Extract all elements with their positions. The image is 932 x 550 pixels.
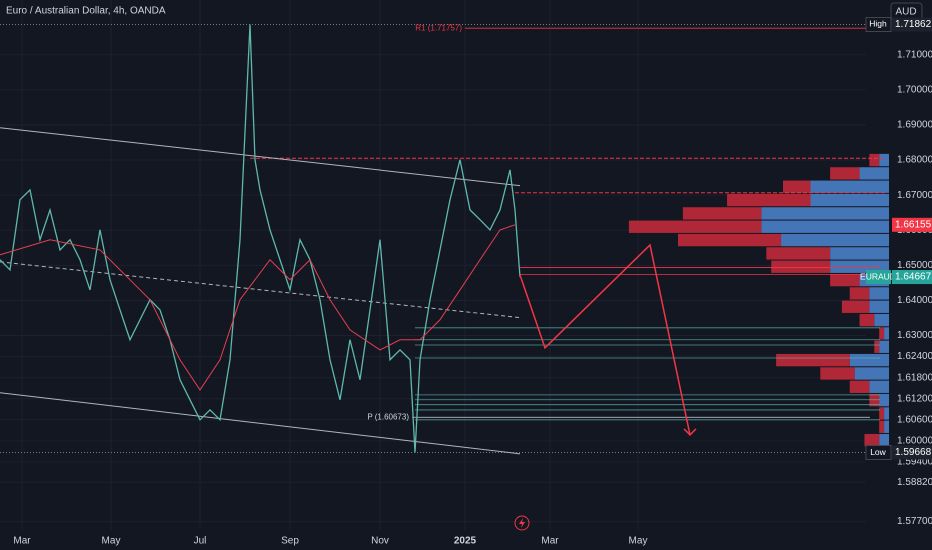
y-tick-label: 1.70000 (897, 84, 932, 95)
tag-name-box (865, 16, 892, 32)
x-tick-label: Nov (371, 536, 389, 547)
tag-value-box (892, 445, 932, 460)
y-tick-label: 1.64000 (897, 295, 932, 306)
profile-down-bar (727, 193, 811, 207)
profile-down-bar (830, 167, 860, 180)
pivot-label: R1 (1.71757) (415, 23, 462, 32)
trendline (0, 261, 521, 319)
profile-up-bar (830, 260, 889, 273)
tag-name: EURAUD (860, 271, 896, 281)
profile-up-bar (761, 207, 889, 220)
tag-name: Low (870, 447, 886, 457)
tag-name-box (866, 270, 891, 285)
y-tick-label: 1.59400 (897, 457, 932, 468)
lightning-icon (514, 515, 530, 531)
profile-down-bar (830, 273, 860, 287)
profile-up-bar (879, 393, 889, 407)
profile-up-bar (879, 433, 889, 447)
profile-down-bar (677, 233, 782, 247)
trendline (0, 392, 521, 455)
x-tick-label: May (629, 536, 648, 547)
profile-down-bar (879, 420, 885, 433)
profile-down-bar (879, 407, 885, 420)
tag-value: 1.64667 (895, 272, 932, 283)
profile-down-bar (628, 220, 762, 233)
y-tick-label: 1.61200 (897, 393, 932, 404)
y-tick-label: 1.68000 (897, 155, 932, 166)
profile-up-bar (879, 153, 889, 167)
profile-up-bar (854, 367, 889, 380)
y-tick-label: 1.58820 (897, 477, 932, 488)
y-tick-label: 1.63000 (897, 330, 932, 341)
x-tick-label: Mar (541, 536, 559, 547)
profile-up-bar (884, 407, 889, 420)
tag-value: 1.71862 (895, 19, 932, 30)
profile-up-bar (869, 300, 889, 313)
profile-down-bar (849, 380, 870, 393)
tag-value-box (892, 217, 932, 232)
profile-down-bar (849, 287, 870, 300)
profile-up-bar (859, 167, 889, 180)
profile-up-bar (781, 233, 889, 247)
profile-down-bar (864, 433, 880, 447)
tag-value-box (892, 17, 932, 32)
x-tick-label: Mar (13, 536, 31, 547)
y-tick-label: 1.71000 (897, 49, 932, 60)
trendline (0, 127, 521, 187)
profile-down-bar (771, 260, 831, 273)
profile-up-bar (810, 180, 889, 193)
x-tick-label: Jul (194, 536, 207, 547)
profile-down-bar (766, 247, 831, 260)
tag-value-box (892, 270, 932, 285)
y-tick-label: 1.67000 (897, 190, 932, 201)
y-tick-label: 1.69000 (897, 120, 932, 131)
y-tick-label: 1.62400 (897, 351, 932, 362)
tag-value: 1.66155 (895, 219, 932, 230)
x-tick-label: 2025 (454, 536, 477, 547)
profile-down-bar (820, 367, 855, 380)
y-tick-label: 1.57700 (897, 516, 932, 527)
profile-up-bar (810, 193, 889, 207)
series-line (0, 224, 516, 391)
profile-up-bar (830, 247, 889, 260)
chart-title: Euro / Australian Dollar, 4h, OANDA (6, 6, 166, 17)
profile-up-bar (884, 420, 889, 433)
plot: R1 (1.71757) P (1.60673) (0, 0, 889, 530)
tag-name-box (865, 445, 892, 461)
currency-label[interactable]: AUD (895, 7, 916, 18)
profile-up-bar (761, 220, 889, 233)
projection-arrowhead (683, 428, 697, 436)
profile-down-bar (869, 153, 880, 167)
profile-down-bar (841, 300, 870, 313)
profile-down-bar (682, 207, 762, 220)
profile-up-bar (874, 313, 889, 327)
profile-up-bar (849, 353, 889, 367)
x-tick-label: Sep (281, 536, 299, 547)
y-tick-label: 1.60000 (897, 435, 932, 446)
profile-down-bar (874, 340, 880, 353)
y-tick-label: 1.60600 (897, 414, 932, 425)
profile-up-bar (869, 287, 889, 300)
y-tick-label: 1.61800 (897, 372, 932, 383)
profile-down-bar (859, 313, 875, 327)
profile-down-bar (776, 353, 850, 367)
profile-up-bar (884, 327, 889, 340)
profile-up-bar (869, 380, 889, 393)
tag-name: High (869, 19, 887, 29)
y-tick-label: 1.65000 (897, 260, 932, 271)
series-line (0, 24, 521, 453)
pivot-label: P (1.60673) (367, 412, 409, 421)
profile-up-bar (879, 340, 889, 353)
profile-down-bar (879, 327, 885, 340)
projection-path (519, 243, 691, 436)
tag-value: 1.59668 (895, 447, 932, 458)
profile-down-bar (783, 180, 811, 193)
x-tick-label: May (102, 536, 121, 547)
